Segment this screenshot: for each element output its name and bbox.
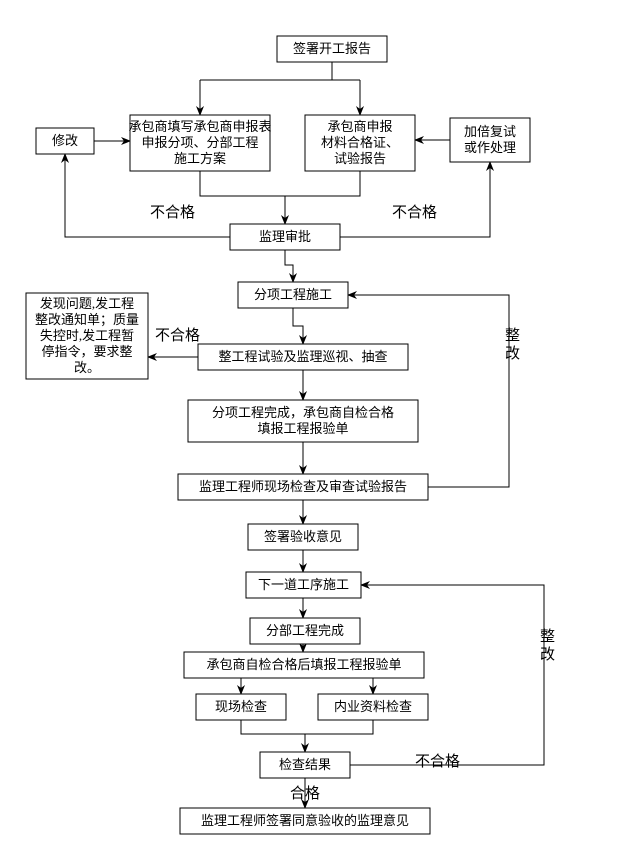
flow-node-text: 监理审批	[259, 229, 311, 244]
flow-node-n6: 监理审批	[230, 224, 340, 250]
edge-label: 不合格	[392, 204, 437, 221]
flow-node-n5: 加倍复试或作处理	[450, 118, 530, 162]
flow-edge	[348, 295, 509, 487]
flow-node-text: 现场检查	[215, 699, 267, 714]
flow-node-text: 失控时,发工程暂	[40, 328, 134, 343]
flow-node-text: 下一道工序施工	[258, 577, 349, 592]
flow-edge	[285, 171, 360, 196]
flow-node-text: 施工方案	[174, 151, 226, 166]
flow-node-n15: 承包商自检合格后填报工程报验单	[184, 652, 424, 678]
edge-label: 改	[505, 345, 520, 362]
flow-edge	[241, 720, 305, 734]
edge-label: 合格	[290, 785, 320, 802]
flow-node-text: 整工程试验及监理巡视、抽查	[218, 349, 387, 364]
nodes-layer: 签署开工报告承包商填写承包商申报表申报分项、分部工程施工方案承包商申报材料合格证…	[26, 36, 530, 834]
edge-label: 不合格	[150, 204, 195, 221]
flow-node-n4: 修改	[36, 128, 94, 154]
flow-node-text: 加倍复试	[464, 124, 516, 139]
flow-node-n14: 分部工程完成	[250, 618, 360, 644]
flow-node-n12: 签署验收意见	[248, 524, 358, 550]
flow-node-text: 发现问题,发工程	[40, 296, 134, 311]
flow-node-n3: 承包商申报材料合格证、试验报告	[305, 115, 415, 171]
flow-node-text: 材料合格证、	[321, 135, 399, 150]
flow-node-text: 分项工程完成，承包商自检合格	[212, 405, 394, 420]
flow-node-text: 检查结果	[279, 757, 331, 772]
flow-node-n8: 发现问题,发工程整改通知单；质量失控时,发工程暂停指令，要求整改。	[26, 293, 148, 379]
flow-node-n19: 监理工程师签署同意验收的监理意见	[180, 808, 430, 834]
flow-node-text: 签署验收意见	[264, 529, 342, 544]
flow-node-n2: 承包商填写承包商申报表申报分项、分部工程施工方案	[128, 115, 271, 171]
flow-node-n13: 下一道工序施工	[246, 572, 361, 598]
flow-node-n9: 整工程试验及监理巡视、抽查	[198, 344, 408, 370]
flow-node-text: 分项工程施工	[254, 287, 332, 302]
edge-label: 不合格	[415, 753, 460, 770]
flow-edge	[293, 308, 303, 344]
flow-node-text: 停指令，要求整	[41, 344, 132, 359]
flow-node-text: 监理工程师现场检查及审查试验报告	[199, 479, 407, 494]
flow-node-text: 修改	[52, 133, 78, 148]
flow-node-text: 内业资料检查	[334, 699, 412, 714]
flow-node-n18: 检查结果	[260, 752, 350, 778]
edge-label: 改	[540, 646, 555, 663]
flow-node-n11: 监理工程师现场检查及审查试验报告	[178, 474, 428, 500]
edge-label: 不合格	[155, 327, 200, 344]
flow-node-n7: 分项工程施工	[238, 282, 348, 308]
flow-edge	[305, 720, 373, 734]
edge-label: 整	[505, 327, 520, 344]
flow-node-text: 监理工程师签署同意验收的监理意见	[201, 813, 409, 828]
flow-node-text: 承包商申报	[327, 119, 392, 134]
flow-node-n1: 签署开工报告	[277, 36, 387, 62]
flow-node-text: 改。	[74, 360, 100, 375]
flow-node-text: 整改通知单；质量	[35, 312, 139, 328]
flow-node-text: 填报工程报验单	[257, 421, 348, 436]
flow-node-n10: 分项工程完成，承包商自检合格填报工程报验单	[188, 400, 418, 442]
flow-node-text: 承包商填写承包商申报表	[128, 119, 271, 134]
flowchart-canvas: 签署开工报告承包商填写承包商申报表申报分项、分部工程施工方案承包商申报材料合格证…	[0, 0, 640, 848]
edge-label: 整	[540, 628, 555, 645]
flow-node-text: 承包商自检合格后填报工程报验单	[206, 657, 401, 672]
flow-edge	[285, 250, 293, 282]
flow-node-text: 或作处理	[464, 140, 516, 155]
flow-node-text: 试验报告	[334, 151, 386, 166]
flow-node-text: 签署开工报告	[293, 41, 371, 56]
flow-node-n16: 现场检查	[196, 694, 286, 720]
flow-edge	[200, 171, 285, 196]
flow-node-n17: 内业资料检查	[318, 694, 428, 720]
flow-node-text: 申报分项、分部工程	[141, 135, 258, 150]
flow-node-text: 分部工程完成	[266, 623, 344, 638]
flow-edge	[340, 162, 490, 237]
